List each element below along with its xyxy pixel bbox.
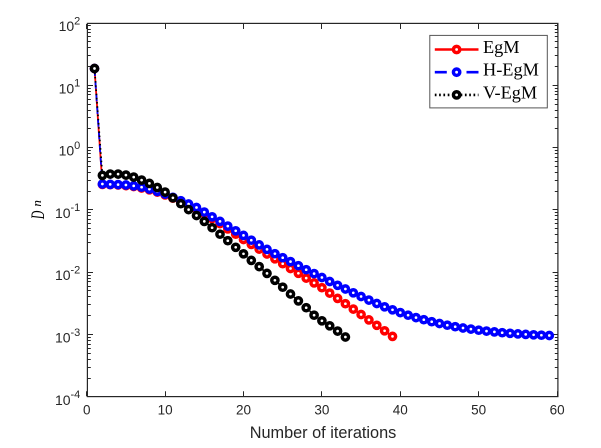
svg-text:n: n [29,200,44,207]
svg-text:40: 40 [393,403,408,418]
svg-text:Number of iterations: Number of iterations [250,424,397,442]
svg-text:H-EgM: H-EgM [483,60,539,80]
svg-text:20: 20 [236,403,251,418]
svg-text:10: 10 [158,403,173,418]
svg-text:60: 60 [550,403,565,418]
svg-text:30: 30 [314,403,329,418]
svg-text:50: 50 [471,403,486,418]
svg-text:0: 0 [83,403,91,418]
svg-text:V-EgM: V-EgM [483,82,537,102]
svg-text:EgM: EgM [483,37,520,57]
svg-text:D: D [28,210,48,220]
